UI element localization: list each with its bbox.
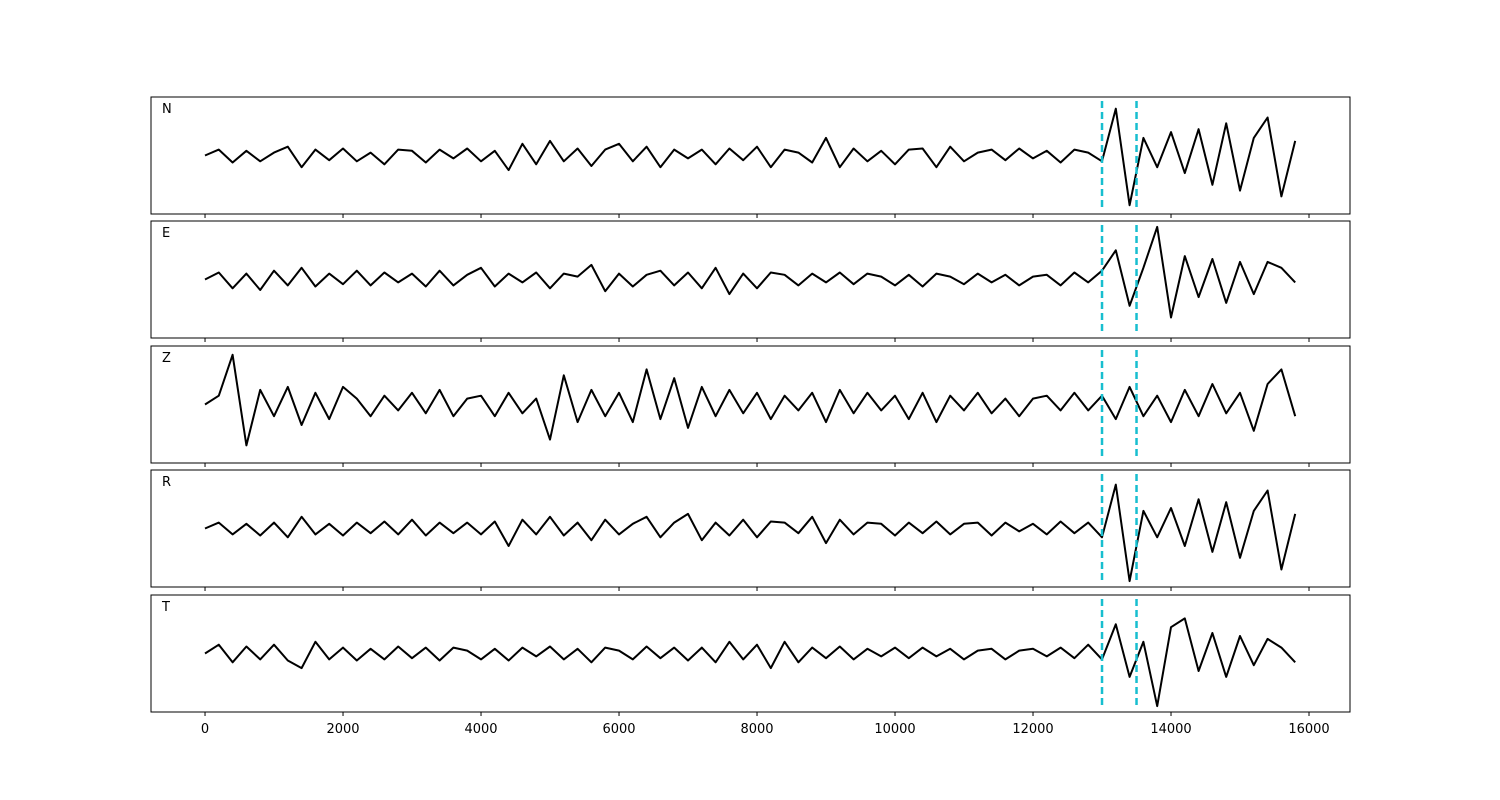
x-tick-label: 8000 (740, 722, 773, 737)
panel-label: N (162, 102, 172, 117)
panel-frame (150, 594, 1351, 713)
panel-label: T (161, 600, 170, 615)
x-tick-label: 14000 (1150, 722, 1191, 737)
trace (204, 353, 1297, 447)
x-tick-label: 0 (201, 722, 209, 737)
panel-frame (150, 469, 1351, 588)
panel-label: Z (162, 351, 171, 366)
x-tick-label: 6000 (602, 722, 635, 737)
panel-label: E (162, 226, 170, 241)
x-tick-label: 10000 (874, 722, 915, 737)
trace (204, 483, 1297, 583)
panel-frame (150, 220, 1351, 339)
x-tick-label: 2000 (326, 722, 359, 737)
x-tick-label: 4000 (464, 722, 497, 737)
panel-frame (150, 345, 1351, 464)
panel-frame (150, 96, 1351, 215)
panel-label: R (162, 475, 171, 490)
x-tick-label: 12000 (1012, 722, 1053, 737)
x-tick-label: 16000 (1288, 722, 1329, 737)
trace (204, 617, 1296, 708)
trace (204, 107, 1297, 207)
trace (204, 225, 1296, 319)
